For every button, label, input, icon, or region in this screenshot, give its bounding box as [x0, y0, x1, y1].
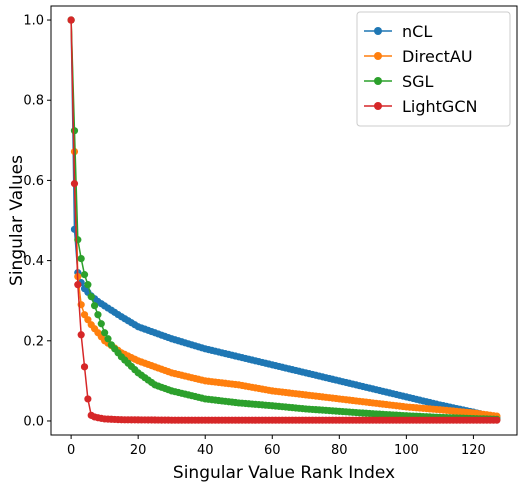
data-point [80, 271, 89, 279]
legend-swatch-marker [374, 27, 382, 35]
y-tick-label: 0.6 [23, 174, 44, 189]
legend-item-sgl: SGL [364, 72, 434, 91]
legend-item-ncl: nCL [364, 22, 432, 41]
legend-swatch-marker [374, 102, 382, 110]
data-point [104, 335, 112, 343]
x-tick-label: 20 [130, 443, 147, 458]
y-tick-label: 0.2 [23, 334, 44, 349]
x-tick-label: 100 [394, 443, 419, 458]
legend-label: DirectAU [402, 47, 473, 66]
legend-item-directau: DirectAU [364, 47, 473, 66]
x-tick-label: 120 [461, 443, 486, 458]
y-tick-label: 1.0 [23, 14, 44, 29]
data-point [101, 329, 109, 337]
legend-swatch-marker [374, 52, 382, 60]
data-point [77, 254, 85, 263]
x-axis: 0 20 40 60 80 100 120 [67, 435, 486, 458]
x-tick-label: 0 [67, 443, 75, 458]
y-tick-label: 0.8 [23, 94, 44, 109]
x-tick-label: 40 [197, 443, 214, 458]
data-point [74, 281, 82, 289]
data-point [84, 281, 92, 289]
legend-label: SGL [402, 72, 434, 91]
legend: nCL DirectAU SGL LightGCN [356, 11, 511, 127]
data-point [74, 236, 82, 244]
data-point [97, 320, 105, 328]
legend-label: nCL [402, 22, 432, 41]
data-point [70, 127, 79, 135]
data-point [493, 416, 501, 424]
legend-item-lightgcn: LightGCN [364, 97, 477, 116]
legend-label: LightGCN [402, 97, 477, 116]
data-point [84, 395, 92, 403]
data-point [70, 180, 79, 188]
data-point [90, 302, 99, 310]
plot-area [67, 16, 501, 424]
series-directau [67, 16, 501, 420]
y-tick-label: 0.0 [23, 414, 44, 429]
data-point [67, 16, 75, 24]
plot-frame [50, 5, 518, 436]
x-tick-label: 60 [264, 443, 281, 458]
data-point [77, 331, 85, 339]
series-lightgcn [67, 16, 501, 424]
x-axis-label: Singular Value Rank Index [173, 463, 395, 483]
legend-swatch-marker [374, 77, 382, 85]
data-point [94, 311, 102, 319]
y-tick-label: 0.4 [23, 254, 44, 269]
y-axis: 0.0 0.2 0.4 0.6 0.8 1.0 [23, 14, 51, 429]
data-point [87, 293, 95, 301]
data-point [80, 363, 89, 371]
x-tick-label: 80 [331, 443, 348, 458]
y-axis-label: Singular Values [7, 155, 27, 286]
legend-box [356, 11, 511, 127]
